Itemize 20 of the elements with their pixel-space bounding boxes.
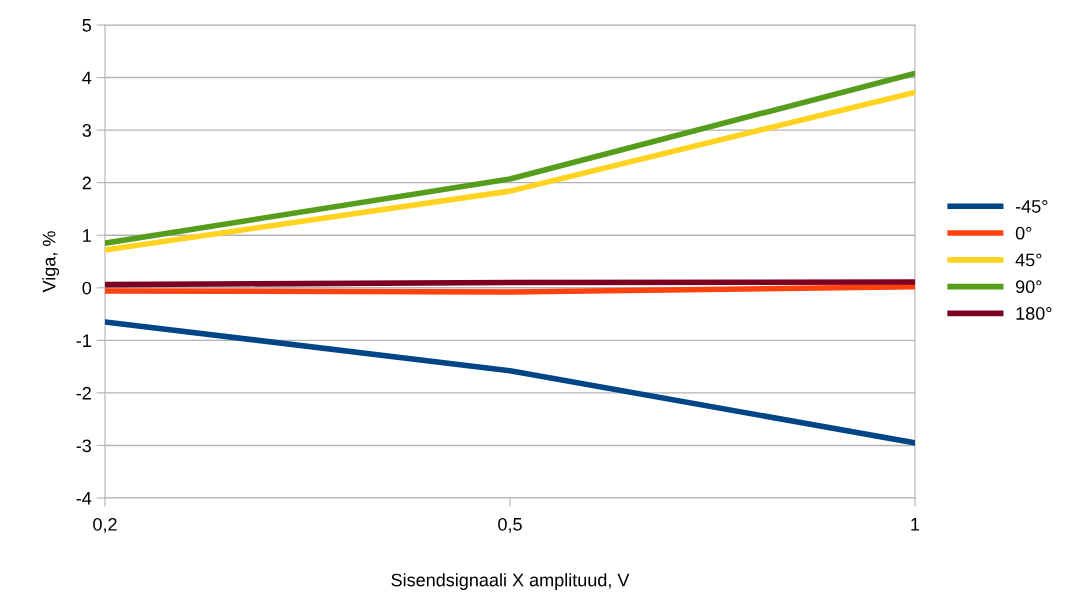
y-tick-label: 5 (82, 19, 92, 32)
y-tick-label: 4 (82, 71, 92, 85)
y-tick-label: 1 (83, 229, 91, 242)
y-tick-label: 0 (82, 281, 92, 295)
legend-label: 45° (1015, 253, 1042, 267)
y-tick-label: 2 (82, 176, 91, 190)
y-axis-title: Viga, % (42, 231, 60, 293)
legend-label: -45° (1015, 200, 1048, 213)
x-axis-title: Sisendsignaali X amplituud, V (391, 573, 630, 590)
y-tick-label: -1 (76, 334, 91, 347)
legend-label: 0° (1015, 226, 1032, 240)
y-tick-label: -3 (76, 439, 92, 453)
x-tick-label: 0,2 (93, 517, 117, 533)
legend-label: 90° (1015, 280, 1042, 294)
y-tick-label: -2 (76, 386, 91, 400)
x-tick-label: 0,5 (498, 517, 522, 533)
y-tick-label: -4 (76, 492, 92, 505)
y-tick-label: 3 (82, 124, 92, 137)
legend-label: 180° (1016, 307, 1052, 320)
x-tick-label: 1 (911, 518, 920, 531)
